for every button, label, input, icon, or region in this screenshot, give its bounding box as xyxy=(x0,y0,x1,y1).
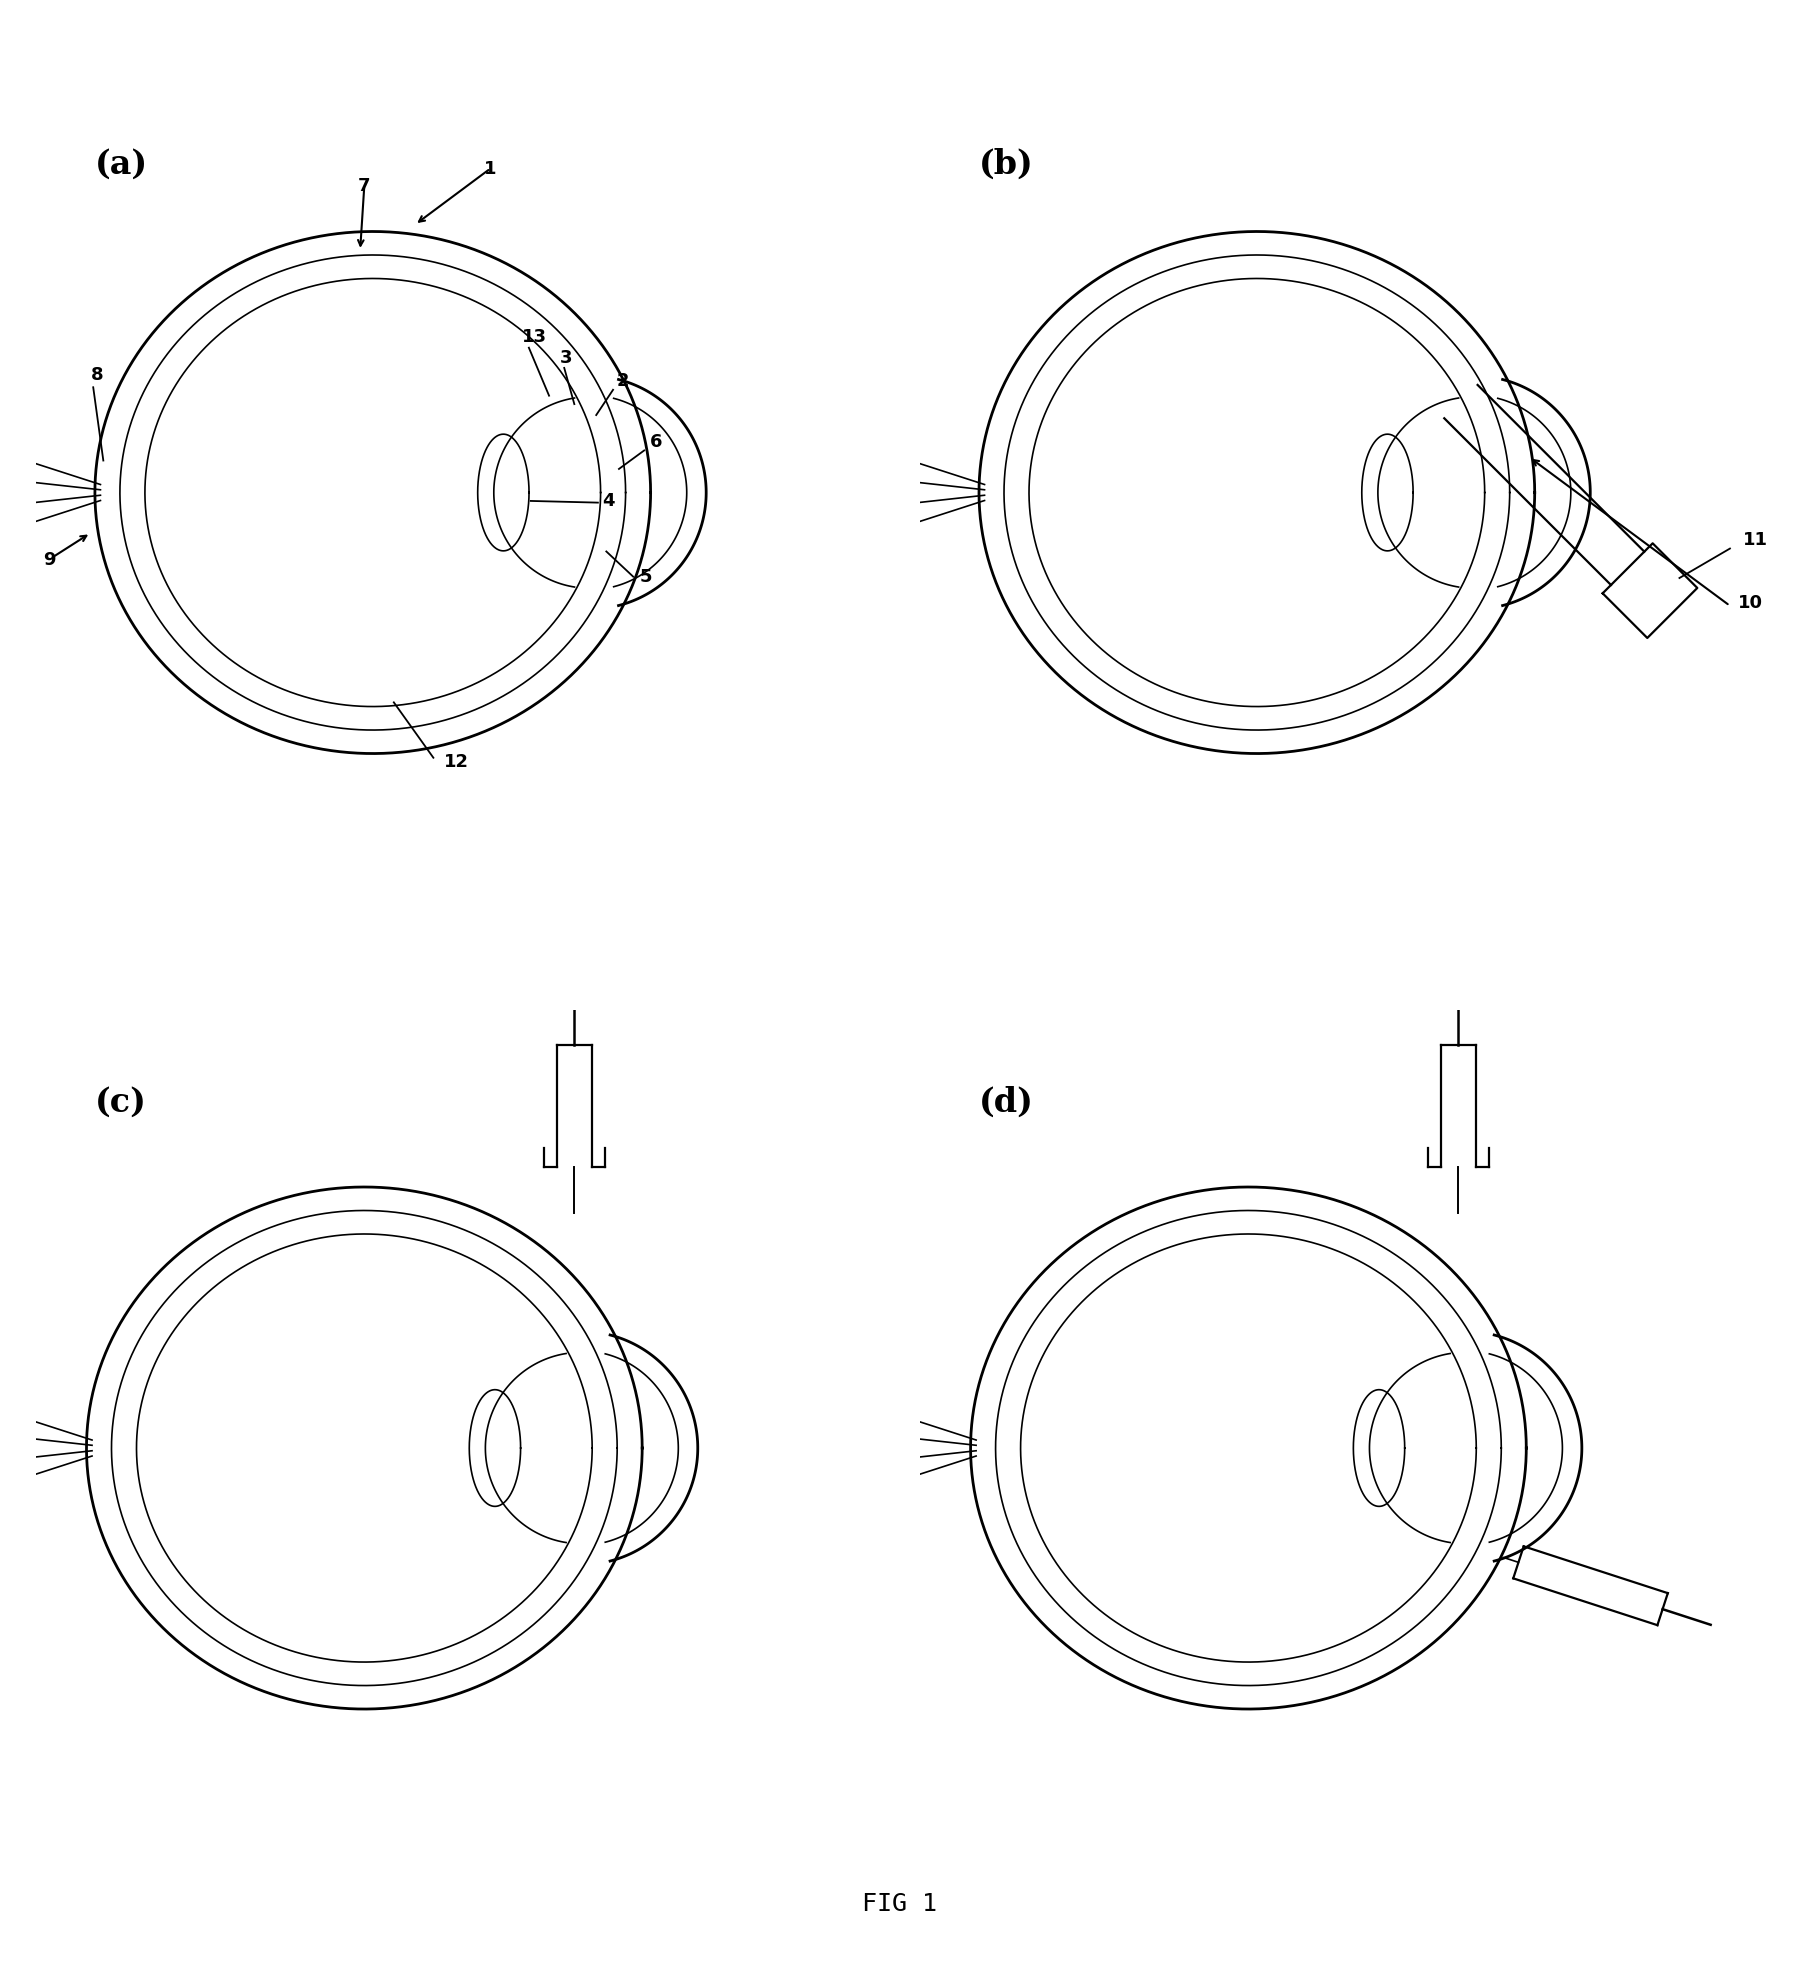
Text: 13: 13 xyxy=(521,328,547,346)
Text: (b): (b) xyxy=(978,147,1034,181)
Text: 9: 9 xyxy=(43,550,56,570)
Text: 4: 4 xyxy=(602,491,615,511)
Text: (a): (a) xyxy=(95,147,147,181)
Text: 12: 12 xyxy=(444,752,469,770)
Text: 2: 2 xyxy=(617,371,629,389)
Text: 7: 7 xyxy=(358,177,370,194)
Text: 5: 5 xyxy=(640,568,653,585)
Text: 10: 10 xyxy=(1739,595,1764,613)
Text: (c): (c) xyxy=(95,1086,147,1119)
Text: 8: 8 xyxy=(90,365,102,383)
Text: 11: 11 xyxy=(1742,530,1767,550)
Text: FIG 1: FIG 1 xyxy=(861,1891,937,1915)
Text: 1: 1 xyxy=(484,161,496,179)
Text: 3: 3 xyxy=(559,350,572,367)
Text: 6: 6 xyxy=(651,432,663,452)
Text: (d): (d) xyxy=(978,1086,1034,1119)
